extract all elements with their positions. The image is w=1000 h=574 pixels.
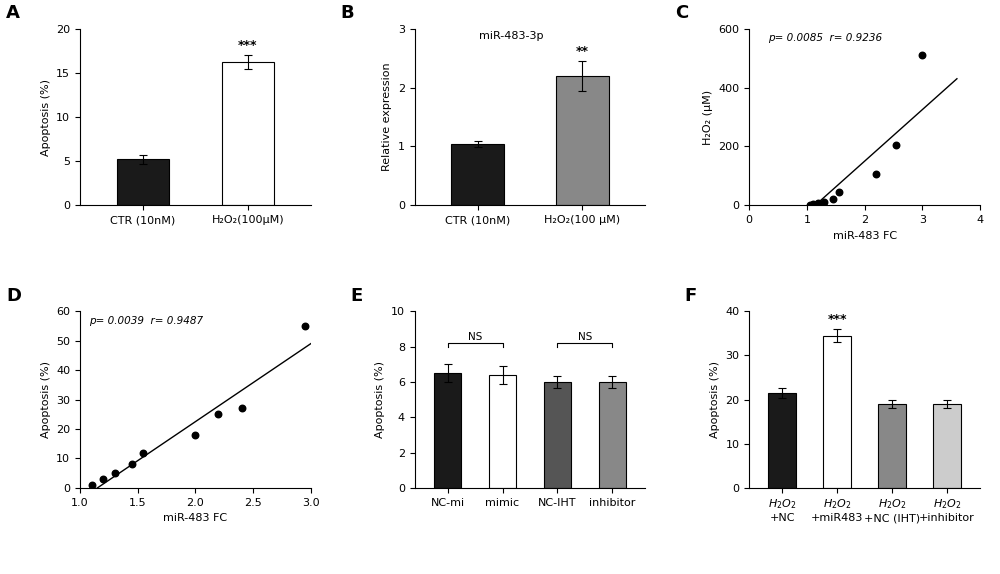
Text: p= 0.0039  r= 0.9487: p= 0.0039 r= 0.9487 [89,316,203,325]
Point [234,404,250,413]
Bar [768,393,796,488]
Point [810,199,826,208]
X-axis label: miR-483 FC: miR-483 FC [833,231,897,241]
Point [210,410,226,419]
X-axis label: miR-483 FC: miR-483 FC [163,513,227,523]
Bar [222,62,274,205]
Bar [451,144,504,205]
Text: A: A [6,4,20,22]
Point [802,200,818,210]
Point [107,468,123,478]
Bar [823,336,851,488]
Point [831,188,847,197]
Point [84,480,100,490]
Point [825,195,841,204]
Text: ***: *** [827,313,847,326]
Y-axis label: Apoptosis (%): Apoptosis (%) [41,79,51,156]
Bar [117,160,169,205]
Point [888,141,904,150]
Point [805,200,821,209]
Text: F: F [685,286,697,305]
Point [124,460,140,469]
Text: E: E [350,286,362,305]
Bar [599,382,626,488]
Text: miR-483-3p: miR-483-3p [479,32,544,41]
Text: NS: NS [578,332,592,342]
Text: NS: NS [468,332,482,342]
Text: ***: *** [238,38,258,52]
Text: D: D [6,286,21,305]
Y-axis label: Apoptosis (%): Apoptosis (%) [41,361,51,438]
Text: **: ** [576,45,589,57]
Point [135,448,151,457]
Bar [933,404,961,488]
Bar [556,76,609,205]
Y-axis label: Apoptosis (%): Apoptosis (%) [710,361,720,438]
Y-axis label: Relative expression: Relative expression [382,63,392,171]
Point [95,475,111,484]
Text: C: C [675,4,689,22]
Bar [544,382,571,488]
Point [816,197,832,207]
Point [187,430,203,440]
Bar [489,375,516,488]
Text: p= 0.0085  r= 0.9236: p= 0.0085 r= 0.9236 [768,33,882,43]
Y-axis label: H₂O₂ (μM): H₂O₂ (μM) [703,90,713,145]
Bar [878,404,906,488]
Y-axis label: Apoptosis (%): Apoptosis (%) [375,361,385,438]
Point [868,170,884,179]
Point [297,321,313,331]
Point [914,51,930,60]
Text: B: B [341,4,354,22]
Bar [434,373,461,488]
